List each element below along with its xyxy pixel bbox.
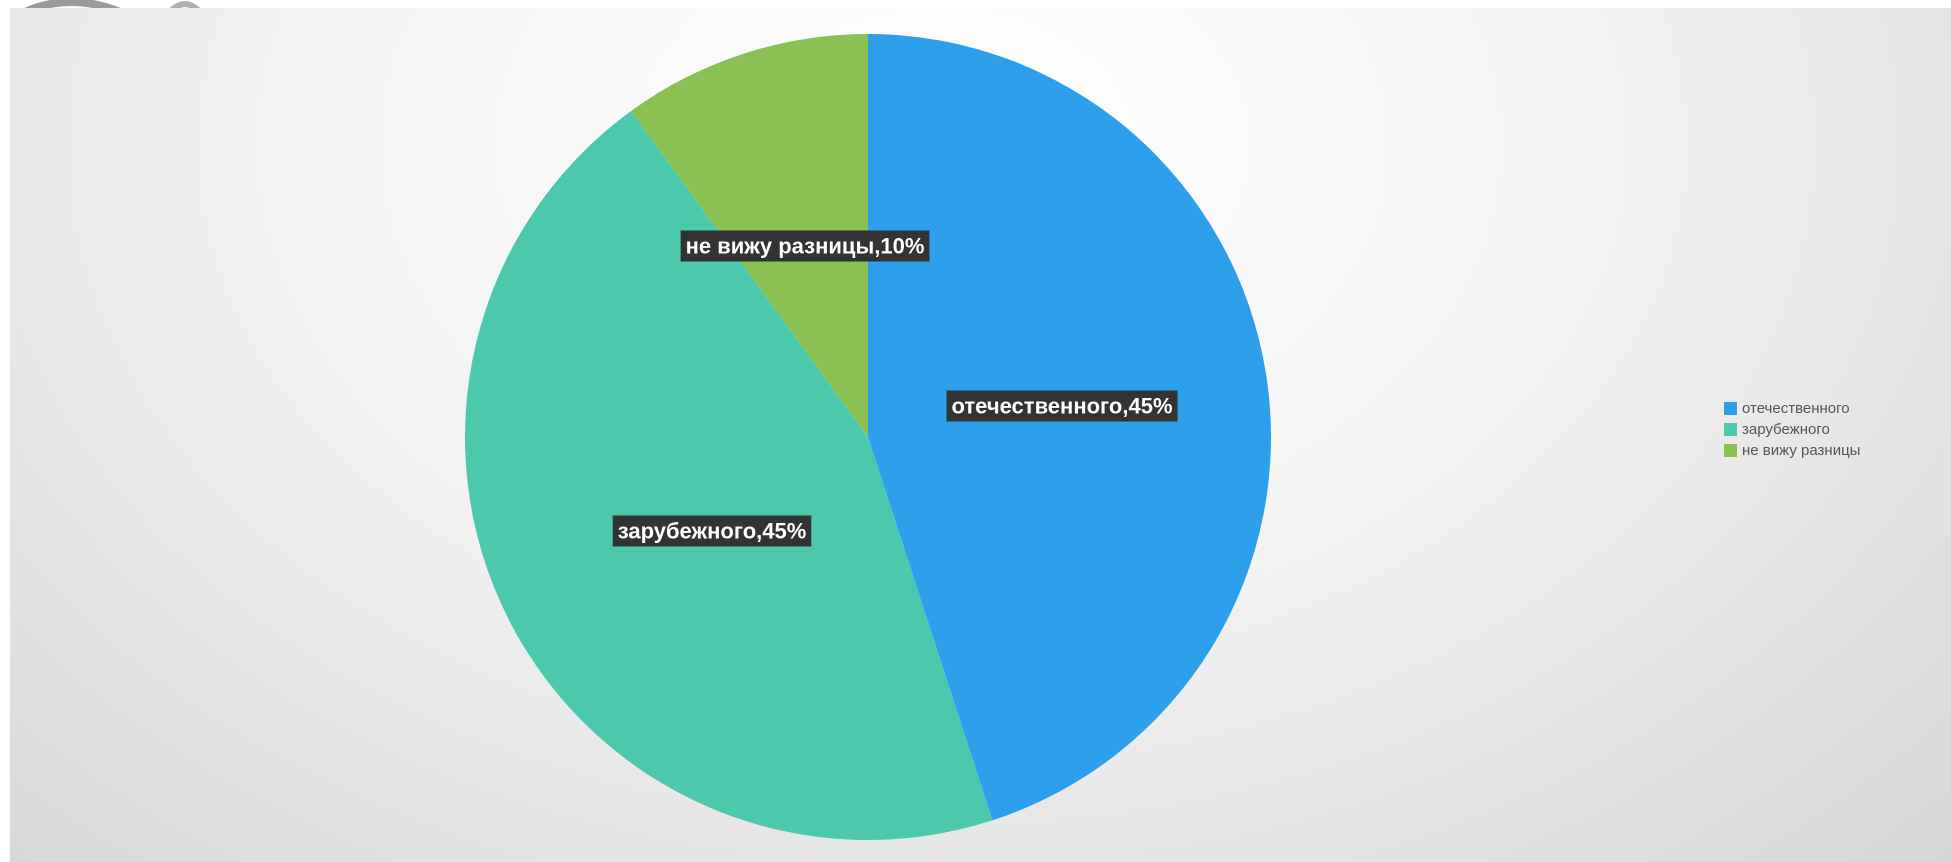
- pie-data-label-text: зарубежного,45%: [618, 519, 807, 544]
- pie-slice: [464, 110, 993, 841]
- legend-swatch: [1724, 423, 1737, 436]
- legend-swatch: [1724, 402, 1737, 415]
- legend-label: отечественного: [1742, 400, 1850, 417]
- legend-item: не вижу разницы: [1724, 440, 1946, 461]
- pie-data-label: отечественного,45%: [946, 390, 1178, 422]
- legend-item: зарубежного: [1724, 419, 1946, 440]
- legend-label: не вижу разницы: [1742, 442, 1861, 459]
- legend: отечественного зарубежного не вижу разницы: [1724, 398, 1946, 461]
- pie-data-labels: отечественного,45% зарубежного,45% не вижу…: [612, 230, 1178, 547]
- pie-data-label: зарубежного,45%: [612, 515, 812, 547]
- pie-data-label-bg: [946, 390, 1178, 422]
- pie-data-label-text: не вижу разницы,10%: [686, 234, 925, 259]
- legend-swatch: [1724, 444, 1737, 457]
- pie-slice: [868, 34, 1272, 821]
- pie-data-label: не вижу разницы,10%: [680, 230, 930, 262]
- pie-data-label-bg: [680, 230, 930, 262]
- pie-slices: [464, 34, 1272, 841]
- pie-data-label-text: отечественного,45%: [951, 394, 1172, 419]
- legend-label: зарубежного: [1742, 421, 1830, 438]
- legend-item: отечественного: [1724, 398, 1946, 419]
- pie-data-label-bg: [612, 515, 812, 547]
